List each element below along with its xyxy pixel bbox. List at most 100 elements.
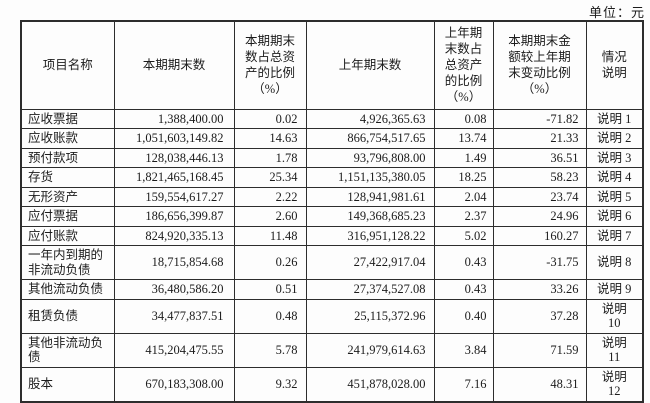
cell-change_pct: 58.23: [492, 167, 587, 188]
cell-item: 一年内到期的 非流动负债: [20, 245, 115, 280]
cell-prior_pct: 7.16: [433, 366, 494, 402]
header-cell-prior_pct: 上年期 末数占 总资产 的比例 （%）: [433, 20, 494, 110]
cell-prior_pct: 2.04: [433, 186, 494, 207]
cell-current_pct: 5.78: [233, 332, 307, 368]
cell-prior_end: 27,374,527.08: [305, 279, 435, 300]
cell-current_pct: 0.02: [233, 108, 307, 129]
table-row: 股本 670,183,308.00 9.32 451,878,028.00 7.16 48…: [20, 366, 644, 402]
cell-current_pct: 14.63: [233, 128, 307, 149]
cell-prior_end: 451,878,028.00: [305, 366, 435, 402]
cell-prior_pct: 0.43: [433, 245, 494, 280]
table-row: 应收账款 1,051,603,149.82 14.63 866,754,517.65 1…: [20, 128, 644, 149]
cell-item: 应收票据: [20, 108, 115, 129]
cell-note: 说明 12: [585, 366, 644, 402]
table-row: 一年内到期的 非流动负债 18,715,854.68 0.26 27,422,917.…: [20, 245, 644, 280]
cell-change_pct: 37.28: [492, 298, 587, 334]
cell-current_pct: 11.48: [233, 225, 307, 246]
cell-item: 预付款项: [20, 147, 115, 168]
cell-prior_end: 149,368,685.23: [305, 206, 435, 227]
cell-prior_pct: 18.25: [433, 167, 494, 188]
cell-prior_end: 241,979,614.63: [305, 332, 435, 368]
cell-prior_pct: 13.74: [433, 128, 494, 149]
cell-current_end: 1,821,465,168.45: [113, 167, 235, 188]
cell-item: 应付账款: [20, 225, 115, 246]
cell-current_end: 36,480,586.20: [113, 279, 235, 300]
header-cell-current_end: 本期期末数: [113, 20, 235, 110]
cell-prior_end: 866,754,517.65: [305, 128, 435, 149]
cell-note: 说明 7: [585, 225, 644, 246]
header-cell-change_pct: 本期期末金 额较上年期 末变动比例 （%）: [492, 20, 587, 110]
cell-current_end: 1,388,400.00: [113, 108, 235, 129]
cell-prior_pct: 3.84: [433, 332, 494, 368]
cell-change_pct: 33.26: [492, 279, 587, 300]
cell-prior_pct: 2.37: [433, 206, 494, 227]
cell-current_end: 128,038,446.13: [113, 147, 235, 168]
cell-prior_pct: 0.43: [433, 279, 494, 300]
cell-prior_end: 4,926,365.63: [305, 108, 435, 129]
cell-prior_end: 93,796,808.00: [305, 147, 435, 168]
cell-current_pct: 1.78: [233, 147, 307, 168]
cell-item: 其他非流动负 债: [20, 332, 115, 368]
table-row: 应收票据 1,388,400.00 0.02 4,926,365.63 0.08 -71.…: [20, 108, 644, 129]
table-row: 应付票据 186,656,399.87 2.60 149,368,685.23 2.37…: [20, 206, 644, 227]
table-row: 租赁负债 34,477,837.51 0.48 25,115,372.96 0.40 37…: [20, 298, 644, 334]
cell-current_end: 18,715,854.68: [113, 245, 235, 280]
cell-current_pct: 9.32: [233, 366, 307, 402]
header-cell-note: 情况 说明: [585, 20, 644, 110]
cell-change_pct: 36.51: [492, 147, 587, 168]
cell-change_pct: -71.82: [492, 108, 587, 129]
cell-change_pct: 48.31: [492, 366, 587, 402]
table-row: 应付账款 824,920,335.13 11.48 316,951,128.22 5.0…: [20, 225, 644, 246]
cell-change_pct: 23.74: [492, 186, 587, 207]
cell-item: 租赁负债: [20, 298, 115, 334]
cell-note: 说明 3: [585, 147, 644, 168]
cell-item: 存货: [20, 167, 115, 188]
cell-note: 说明 11: [585, 332, 644, 368]
cell-current_pct: 0.51: [233, 279, 307, 300]
table-head: 项目名称 本期期末数 本期期末 数占总资 产的比例 （%） 上年期末数 上年期 末数占 …: [20, 20, 644, 110]
cell-note: 说明 6: [585, 206, 644, 227]
cell-current_pct: 25.34: [233, 167, 307, 188]
cell-current_pct: 0.48: [233, 298, 307, 334]
cell-current_pct: 2.22: [233, 186, 307, 207]
cell-note: 说明 8: [585, 245, 644, 280]
table-row: 预付款项 128,038,446.13 1.78 93,796,808.00 1.49 3…: [20, 147, 644, 168]
cell-change_pct: 21.33: [492, 128, 587, 149]
unit-label: 单位：元: [588, 5, 645, 20]
table-header-row: 项目名称 本期期末数 本期期末 数占总资 产的比例 （%） 上年期末数 上年期 末数占 …: [20, 20, 644, 110]
cell-prior_end: 1,151,135,380.05: [305, 167, 435, 188]
cell-note: 说明 5: [585, 186, 644, 207]
cell-prior_pct: 0.40: [433, 298, 494, 334]
cell-current_end: 186,656,399.87: [113, 206, 235, 227]
cell-item: 无形资产: [20, 186, 115, 207]
cell-item: 应付票据: [20, 206, 115, 227]
financial-items-table: 项目名称 本期期末数 本期期末 数占总资 产的比例 （%） 上年期末数 上年期 末数占 …: [20, 20, 644, 403]
cell-note: 说明 2: [585, 128, 644, 149]
cell-prior_pct: 1.49: [433, 147, 494, 168]
header-cell-current_pct: 本期期末 数占总资 产的比例 （%）: [233, 20, 307, 110]
cell-note: 说明 10: [585, 298, 644, 334]
table-row: 存货 1,821,465,168.45 25.34 1,151,135,380.05 1…: [20, 167, 644, 188]
cell-change_pct: 160.27: [492, 225, 587, 246]
cell-item: 股本: [20, 366, 115, 402]
cell-note: 说明 4: [585, 167, 644, 188]
table-row: 其他非流动负 债 415,204,475.55 5.78 241,979,614.63…: [20, 332, 644, 368]
cell-item: 应收账款: [20, 128, 115, 149]
cell-prior_pct: 5.02: [433, 225, 494, 246]
cell-current_pct: 2.60: [233, 206, 307, 227]
cell-current_end: 159,554,617.27: [113, 186, 235, 207]
table-row: 无形资产 159,554,617.27 2.22 128,941,981.61 2.04…: [20, 186, 644, 207]
cell-note: 说明 9: [585, 279, 644, 300]
table-row: 其他流动负债 36,480,586.20 0.51 27,374,527.08 0.43…: [20, 279, 644, 300]
cell-change_pct: -31.75: [492, 245, 587, 280]
header-cell-item: 项目名称: [20, 20, 115, 110]
cell-prior_end: 316,951,128.22: [305, 225, 435, 246]
cell-current_end: 824,920,335.13: [113, 225, 235, 246]
cell-prior_end: 27,422,917.04: [305, 245, 435, 280]
cell-note: 说明 1: [585, 108, 644, 129]
cell-prior_pct: 0.08: [433, 108, 494, 129]
cell-current_end: 415,204,475.55: [113, 332, 235, 368]
header-cell-prior_end: 上年期末数: [305, 20, 435, 110]
cell-current_end: 670,183,308.00: [113, 366, 235, 402]
cell-current_end: 1,051,603,149.82: [113, 128, 235, 149]
